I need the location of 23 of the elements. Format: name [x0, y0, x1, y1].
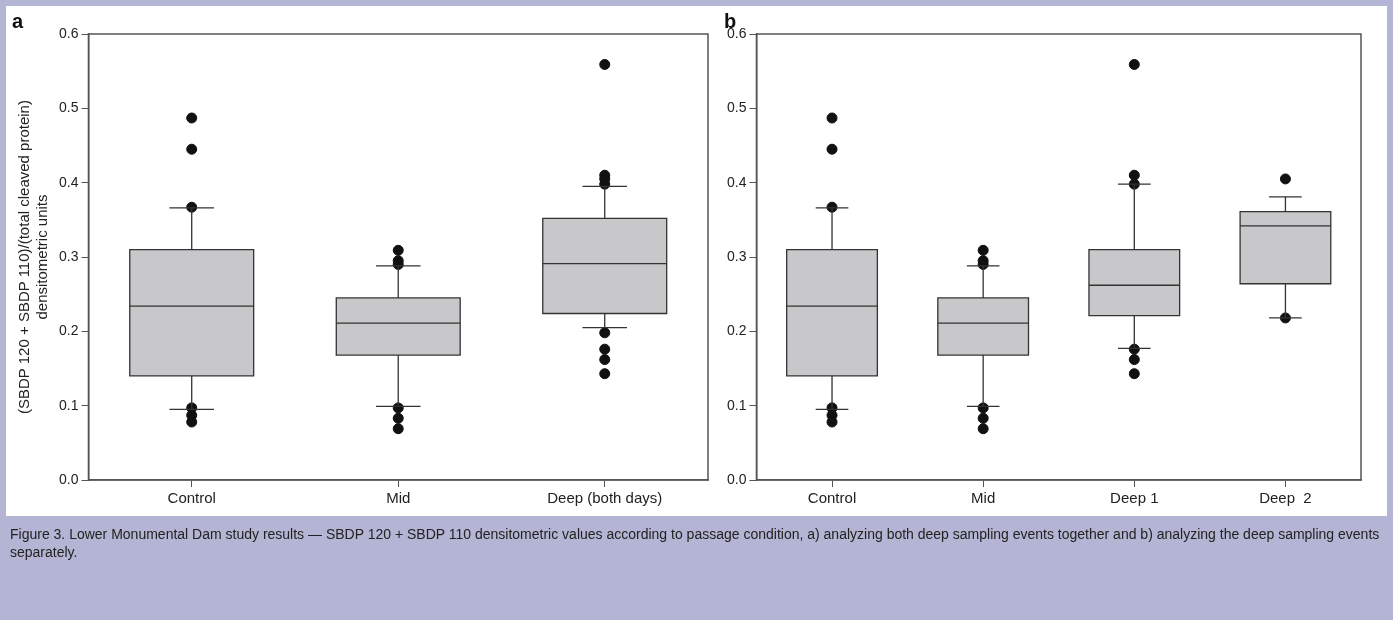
- x-tick-label: Deep 1: [1110, 489, 1159, 507]
- y-axis-title: (SBDP 120 + SBDP 110)/(total cleaved protein) densitometric units: [15, 100, 51, 414]
- y-tick-label: 0.6: [58, 24, 79, 41]
- x-tick-label: Deep 2: [1259, 489, 1312, 507]
- caption: Figure 3. Lower Monumental Dam study results — SBDP 120 + SBDP 110 densitometric values according to passage condition, a) analyzing both deep sampling events together and b) analyzing the deep sampling events separately.: [10, 525, 1381, 561]
- y-tick-label: 0.3: [58, 247, 79, 264]
- x-tick-label: Control: [807, 489, 857, 507]
- x-tick-label: Mid: [971, 489, 996, 507]
- x-tick-label: Mid: [386, 489, 411, 507]
- y-tick-label: 0.5: [726, 99, 747, 116]
- y-tick-label: 0.0: [58, 470, 79, 487]
- y-tick-label: 0.3: [726, 247, 747, 264]
- y-tick-label: 0.1: [58, 396, 79, 413]
- x-tick-label: Deep (both days): [547, 489, 663, 507]
- x-tick-label: Control: [167, 489, 216, 507]
- y-tick-label: 0.5: [58, 99, 79, 116]
- y-tick-label: 0.2: [726, 322, 747, 339]
- y-tick-label: 0.1: [726, 396, 747, 413]
- chart-title: a: [12, 9, 24, 32]
- y-tick-label: 0.0: [726, 470, 747, 487]
- y-tick-label: 0.4: [726, 173, 747, 190]
- y-tick-label: 0.4: [58, 173, 79, 190]
- y-tick-label: 0.2: [58, 322, 79, 339]
